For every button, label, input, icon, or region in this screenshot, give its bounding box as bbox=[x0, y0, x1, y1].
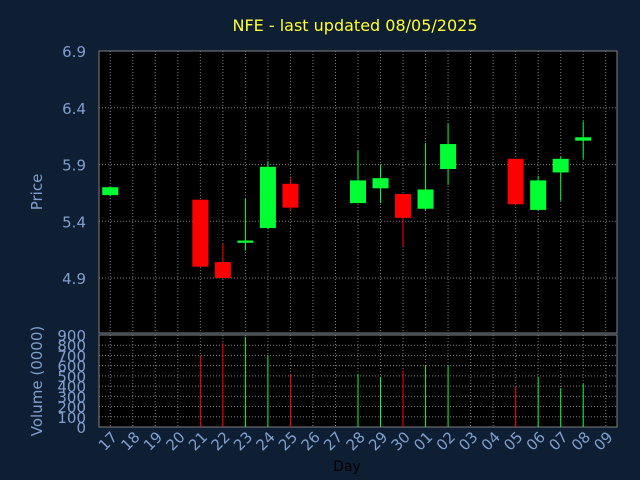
price-panel: 6.9 6.4 5.9 5.4 4.9 bbox=[62, 43, 618, 334]
volume-tick-label: 700 bbox=[57, 347, 86, 365]
price-axis-label: Price bbox=[28, 174, 46, 211]
price-tick-label: 5.9 bbox=[62, 157, 86, 175]
candle bbox=[575, 121, 592, 159]
volume-tick-label: 300 bbox=[57, 388, 86, 406]
volume-tick-label: 200 bbox=[57, 399, 86, 417]
candle bbox=[214, 243, 231, 278]
volume-tick-label: 800 bbox=[57, 337, 86, 355]
candle bbox=[350, 150, 366, 204]
price-tick-label: 4.9 bbox=[62, 270, 86, 288]
candle-body bbox=[372, 178, 389, 189]
candle bbox=[282, 178, 299, 212]
candle bbox=[552, 156, 569, 201]
volume-tick-label: 600 bbox=[57, 358, 86, 376]
candle-body bbox=[192, 199, 209, 267]
candle bbox=[259, 161, 276, 230]
price-plot-border bbox=[98, 50, 618, 334]
chart-title: NFE - last updated 08/05/2025 bbox=[232, 16, 477, 35]
candle bbox=[530, 175, 547, 212]
candle-body bbox=[552, 158, 569, 173]
candle bbox=[507, 158, 524, 206]
candle bbox=[372, 164, 389, 204]
volume-axis-label: Volume (0000) bbox=[28, 326, 46, 436]
candle-body bbox=[440, 144, 457, 170]
volume-tick-label: 100 bbox=[57, 409, 86, 427]
volume-tick-label: 400 bbox=[57, 378, 86, 396]
candle-body bbox=[507, 158, 524, 205]
candle bbox=[395, 194, 412, 247]
price-tick-label: 6.4 bbox=[62, 100, 86, 118]
x-tick-label: 09 bbox=[590, 428, 616, 454]
price-tick-label: 5.4 bbox=[62, 213, 86, 231]
x-axis-label: Day bbox=[333, 459, 361, 475]
volume-tick-label: 0 bbox=[76, 419, 86, 437]
volume-tick-label: 500 bbox=[57, 368, 86, 386]
candle-body bbox=[237, 240, 254, 243]
candle bbox=[102, 187, 119, 197]
candle-body bbox=[575, 137, 592, 141]
candle bbox=[192, 199, 209, 267]
candle-body bbox=[102, 187, 119, 196]
price-tick-label: 6.9 bbox=[62, 43, 86, 61]
candle-body bbox=[259, 166, 276, 229]
candle-body bbox=[214, 262, 231, 278]
candle bbox=[417, 142, 434, 212]
x-tick-labels: 1718192021222324252627282930010203040506… bbox=[95, 428, 617, 454]
candle bbox=[237, 198, 254, 251]
candle-body bbox=[395, 194, 412, 218]
candle-body bbox=[350, 180, 366, 204]
volume-tick-label: 900 bbox=[57, 327, 86, 345]
candle bbox=[440, 123, 457, 185]
candle-body bbox=[530, 180, 547, 210]
candle-body bbox=[417, 189, 434, 209]
candle-body bbox=[282, 183, 299, 208]
